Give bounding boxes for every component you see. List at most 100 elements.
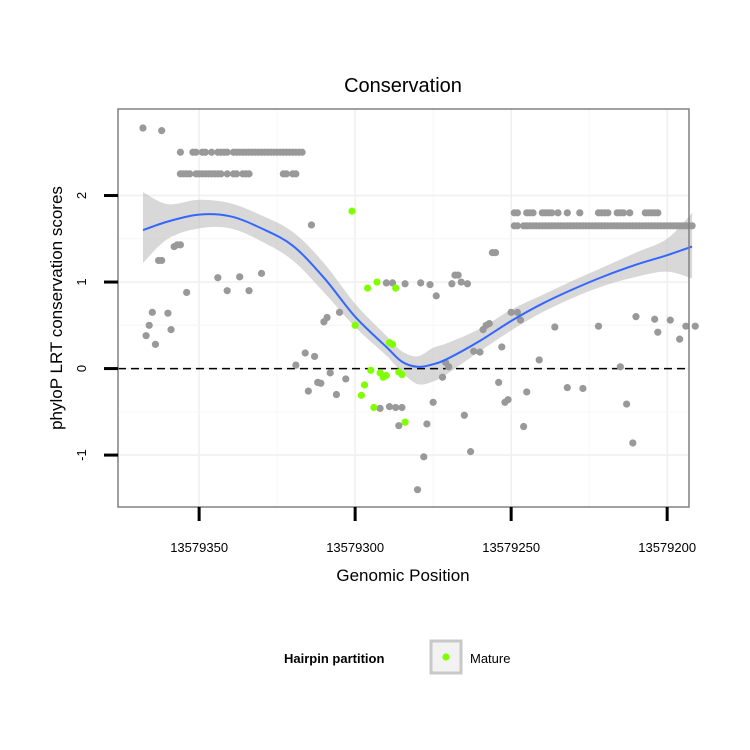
data-point-mature xyxy=(364,284,372,292)
data-point xyxy=(257,269,266,277)
data-point xyxy=(563,209,571,217)
data-point xyxy=(626,209,634,217)
x-tick-label: 13579300 xyxy=(326,540,384,555)
data-point xyxy=(445,363,453,371)
data-point xyxy=(513,222,521,230)
data-point xyxy=(548,209,556,217)
confidence-ribbon xyxy=(143,192,693,385)
data-point xyxy=(619,209,628,217)
data-point xyxy=(460,411,468,419)
data-point xyxy=(454,271,462,279)
data-point xyxy=(395,422,403,430)
data-point xyxy=(223,170,231,178)
data-point xyxy=(417,279,425,287)
data-point xyxy=(398,403,406,412)
data-point-mature xyxy=(373,278,381,286)
data-point xyxy=(476,348,484,356)
data-point xyxy=(520,422,528,431)
data-point-mature xyxy=(367,366,375,374)
data-point xyxy=(616,363,624,371)
data-point xyxy=(245,287,253,295)
legend-key xyxy=(429,639,463,675)
data-point xyxy=(423,420,431,428)
data-point xyxy=(342,375,350,383)
data-point xyxy=(529,209,537,217)
data-point xyxy=(682,322,690,330)
data-point xyxy=(470,347,478,355)
data-point xyxy=(158,256,166,265)
data-point xyxy=(676,335,684,343)
data-point xyxy=(223,148,231,156)
data-point xyxy=(332,390,341,399)
data-point-mature xyxy=(360,381,369,389)
data-point xyxy=(176,148,185,156)
x-axis-title: Genomic Position xyxy=(336,566,469,585)
data-point-mature xyxy=(370,403,378,412)
data-point-mature xyxy=(388,340,397,348)
data-point xyxy=(429,398,437,406)
data-point-mature xyxy=(392,284,400,292)
panel-border xyxy=(117,108,690,508)
data-point xyxy=(604,209,612,217)
data-point xyxy=(217,170,225,178)
x-tick-label: 13579350 xyxy=(170,540,228,555)
data-point xyxy=(691,322,699,330)
data-point xyxy=(448,280,456,288)
data-point xyxy=(382,279,390,287)
data-point xyxy=(413,486,422,494)
data-point xyxy=(164,309,172,317)
data-point xyxy=(485,319,493,328)
data-point xyxy=(629,439,637,447)
legend: Hairpin partition Mature xyxy=(284,639,510,675)
data-point xyxy=(245,170,253,178)
data-point xyxy=(688,222,696,230)
data-point xyxy=(654,209,662,217)
data-point xyxy=(513,308,521,316)
data-point xyxy=(554,209,562,217)
data-point xyxy=(298,148,306,156)
data-point xyxy=(563,384,571,392)
data-point xyxy=(594,322,603,330)
points-other-series xyxy=(139,124,699,494)
data-point xyxy=(282,170,291,178)
data-point xyxy=(551,323,559,331)
legend-key-point xyxy=(442,653,450,661)
data-point-mature xyxy=(401,418,409,426)
data-point xyxy=(292,361,300,369)
data-point xyxy=(148,308,156,316)
data-point xyxy=(457,278,465,286)
data-point xyxy=(186,170,194,178)
data-point-mature xyxy=(348,207,356,215)
data-point xyxy=(292,170,300,178)
data-point xyxy=(151,340,160,348)
data-point xyxy=(317,379,325,387)
legend-title: Hairpin partition xyxy=(284,651,384,666)
panel-background xyxy=(118,109,689,507)
data-point xyxy=(504,396,512,404)
data-point xyxy=(523,388,531,396)
data-point xyxy=(310,352,319,361)
data-point xyxy=(654,328,662,336)
data-point xyxy=(438,373,447,381)
data-point xyxy=(301,349,309,357)
x-axis-ticks: 13579350 13579300 13579250 13579200 xyxy=(170,507,696,555)
data-point-mature xyxy=(382,371,390,380)
data-point xyxy=(335,308,344,316)
data-point xyxy=(323,313,331,322)
data-point xyxy=(223,287,231,295)
data-point xyxy=(307,221,316,229)
data-point xyxy=(576,209,584,217)
data-point xyxy=(376,404,384,412)
data-point xyxy=(214,274,222,282)
data-point xyxy=(495,378,503,387)
data-point xyxy=(167,326,175,334)
data-point xyxy=(304,387,312,395)
points-mature-series xyxy=(348,207,409,426)
data-point xyxy=(491,249,500,257)
data-point xyxy=(513,209,521,217)
data-point xyxy=(145,321,153,329)
chart-title: Conservation xyxy=(344,75,462,97)
data-point xyxy=(232,170,241,178)
data-point xyxy=(392,403,400,412)
